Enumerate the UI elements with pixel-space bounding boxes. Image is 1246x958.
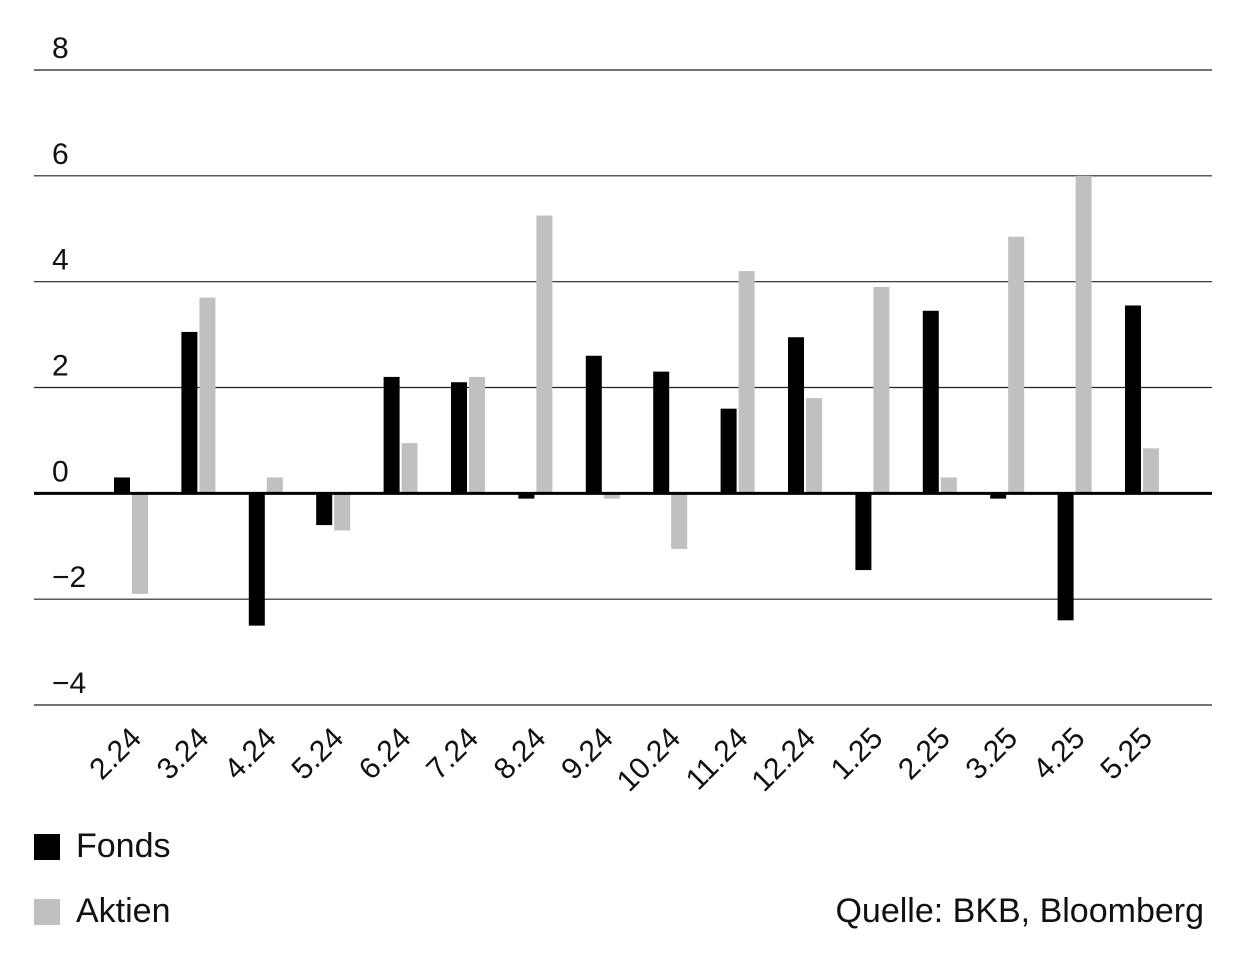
- legend-label-aktien: Aktien: [76, 892, 171, 930]
- y-tick-label: 0: [52, 455, 69, 488]
- bars: [114, 175, 1159, 626]
- x-tick-label: 5.25: [1094, 722, 1159, 787]
- source-note: Quelle: BKB, Bloomberg: [835, 892, 1204, 930]
- bar-aktien-1.25: [873, 286, 890, 494]
- bar-aktien-5.25: [1143, 448, 1159, 494]
- bar-fonds-2.25: [922, 310, 939, 494]
- bar-fonds-11.24: [720, 408, 737, 494]
- y-tick-label: 8: [52, 32, 69, 65]
- y-tick-label: 4: [52, 244, 69, 277]
- bar-fonds-5.25: [1125, 305, 1141, 494]
- bar-aktien-10.24: [671, 493, 688, 549]
- x-tick-label: 3.24: [151, 722, 216, 787]
- bar-fonds-1.25: [855, 493, 872, 571]
- y-tick-label: 2: [52, 350, 69, 383]
- bar-aktien-5.24: [334, 493, 351, 531]
- y-axis-tick-labels: 8 6 4 2 0 −2 −4: [52, 32, 86, 700]
- legend-item-fonds: Fonds: [34, 827, 171, 866]
- bar-aktien-4.24: [266, 477, 283, 494]
- bar-aktien-3.24: [199, 297, 216, 494]
- bar-aktien-4.25: [1075, 175, 1092, 494]
- x-tick-label: 4.24: [218, 722, 283, 787]
- x-tick-label: 1.25: [825, 722, 890, 787]
- bar-chart: 8 6 4 2 0 −2 −4 2.24 3.24 4.24 5.24 6.24 7.24 8.24 9.…: [34, 32, 1212, 798]
- y-tick-label: −4: [52, 667, 86, 700]
- bar-fonds-4.24: [248, 493, 265, 626]
- bar-fonds-10.24: [653, 371, 670, 494]
- bar-fonds-8.24: [518, 493, 535, 499]
- bar-fonds-3.24: [181, 331, 198, 494]
- bar-aktien-2.25: [940, 477, 957, 494]
- x-tick-label: 6.24: [353, 722, 418, 787]
- y-tick-label: 6: [52, 138, 69, 171]
- x-tick-label: 12.24: [746, 722, 822, 798]
- legend-swatch-aktien: [34, 898, 60, 925]
- grid-lines: [34, 69, 1212, 706]
- bar-fonds-12.24: [788, 337, 804, 494]
- bar-aktien-2.24: [132, 493, 148, 594]
- bar-aktien-8.24: [536, 215, 553, 494]
- legend-swatch-fonds: [34, 833, 60, 860]
- x-tick-label: 9.24: [555, 722, 620, 787]
- bar-fonds-4.25: [1057, 493, 1074, 621]
- bar-aktien-7.24: [469, 376, 485, 494]
- x-tick-label: 5.24: [286, 722, 351, 787]
- x-axis-tick-labels: 2.24 3.24 4.24 5.24 6.24 7.24 8.24 9.2410.2411.…: [83, 722, 1159, 798]
- bar-aktien-3.25: [1008, 236, 1025, 494]
- x-tick-label: 2.24: [83, 722, 148, 787]
- bar-fonds-7.24: [451, 382, 467, 494]
- x-tick-label: 8.24: [488, 722, 553, 787]
- x-tick-label: 11.24: [680, 722, 755, 797]
- legend-item-aktien: Aktien: [34, 892, 171, 931]
- x-tick-label: 3.25: [960, 722, 1025, 787]
- legend-label-fonds: Fonds: [76, 827, 171, 865]
- bar-fonds-9.24: [585, 355, 602, 494]
- bar-aktien-9.24: [603, 493, 620, 499]
- bar-fonds-6.24: [383, 376, 400, 494]
- x-tick-label: 4.25: [1027, 722, 1092, 787]
- x-tick-label: 2.25: [892, 722, 957, 787]
- bar-fonds-5.24: [316, 493, 333, 526]
- x-tick-label: 10.24: [611, 722, 687, 798]
- bar-aktien-12.24: [806, 398, 822, 494]
- y-tick-label: −2: [52, 561, 86, 594]
- bar-fonds-3.25: [990, 493, 1007, 499]
- bar-fonds-2.24: [114, 477, 130, 494]
- bar-aktien-11.24: [738, 271, 755, 494]
- bar-aktien-6.24: [401, 443, 418, 494]
- x-tick-label: 7.24: [420, 722, 485, 787]
